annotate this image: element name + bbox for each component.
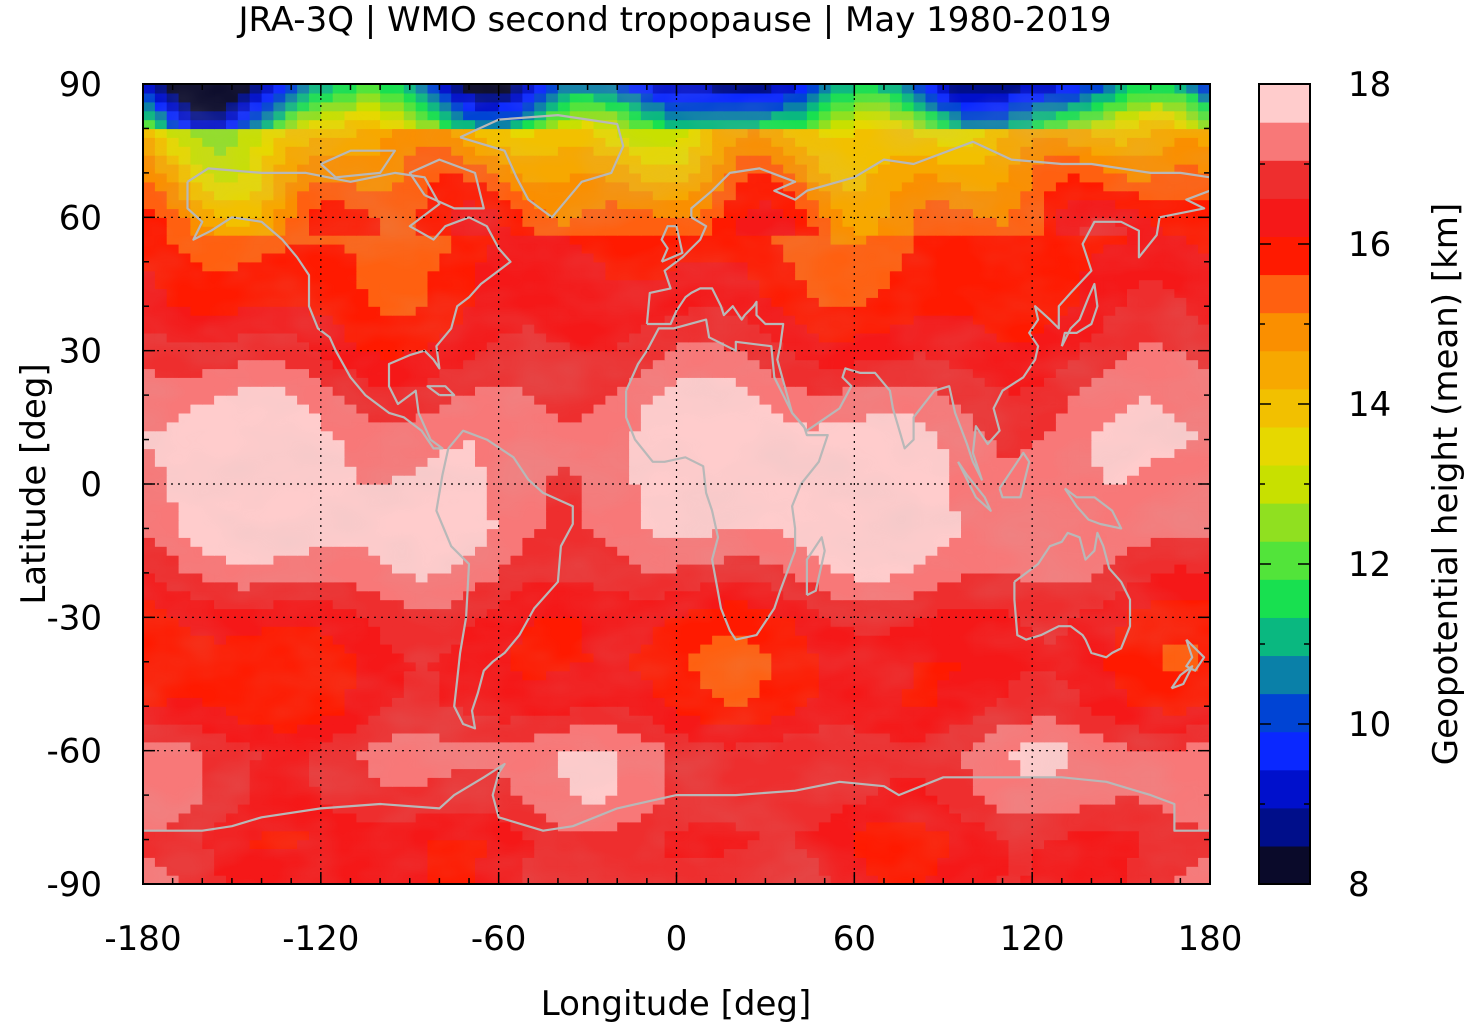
colorbar-swatch (1259, 655, 1310, 695)
chart-title: JRA-3Q | WMO second tropopause | May 198… (237, 0, 1112, 40)
coastline-lines (143, 114, 1210, 832)
colorbar-swatch (1259, 464, 1310, 504)
colorbar-swatch (1259, 731, 1310, 771)
colorbar-tick-label: 14 (1348, 385, 1391, 425)
colorbar-swatch (1259, 388, 1310, 428)
x-tick-label: -120 (282, 919, 359, 959)
coastline-path (645, 140, 1210, 325)
y-tick-labels: -90 -60 -30 0 30 60 90 (46, 65, 102, 905)
coastline-path (186, 167, 512, 450)
x-axis-label: Longitude [deg] (541, 984, 812, 1024)
y-tick-label: -60 (46, 732, 102, 772)
colorbar-swatch (1259, 617, 1310, 657)
coastline-path (1060, 282, 1099, 347)
coastline-path (1170, 665, 1194, 690)
coastline-path (957, 461, 992, 512)
colorbar-tick-label: 10 (1348, 705, 1391, 745)
x-tick-label: -180 (104, 919, 181, 959)
coastline-path (320, 149, 396, 179)
y-tick-label: -30 (46, 598, 102, 638)
coastline-path (1013, 531, 1132, 659)
coastline-path (1063, 487, 1123, 530)
colorbar-tick-label: 8 (1348, 865, 1370, 905)
colorbar-swatch (1259, 160, 1310, 199)
colorbar-tick-labels: 8 10 12 14 16 18 (1348, 65, 1391, 905)
coastline-path (143, 762, 1210, 832)
colorbar-swatch (1259, 122, 1310, 161)
coastline-path (625, 318, 829, 641)
x-tick-labels: -180 -120 -60 0 60 120 180 (104, 919, 1242, 959)
colorbar-swatch (1259, 845, 1310, 885)
x-tick-label: 180 (1178, 919, 1243, 959)
coastline-path (408, 158, 485, 210)
colorbar-swatch (1259, 769, 1310, 809)
colorbar-swatch (1259, 312, 1310, 352)
coastline-path (1185, 638, 1206, 672)
axis-ticks (142, 83, 1211, 885)
colorbar-swatch (1259, 236, 1310, 276)
coastline-path (435, 429, 574, 730)
x-tick-label: 120 (1000, 919, 1065, 959)
coastline-path (426, 385, 456, 397)
colorbar-label: Geopotential height (mean) [km] (1426, 203, 1466, 765)
coastline-path (998, 451, 1031, 499)
coastline-path (805, 536, 826, 597)
colorbar-swatch (1259, 274, 1310, 314)
colorbar-swatch (1259, 579, 1310, 618)
y-tick-label: 30 (59, 332, 102, 372)
y-axis-label: Latitude [deg] (14, 363, 54, 604)
coastline-path (459, 114, 625, 219)
colorbar (1258, 83, 1311, 885)
colorbar-swatch (1259, 541, 1310, 580)
colorbar-tick-label: 18 (1348, 65, 1391, 105)
y-tick-label: -90 (46, 865, 102, 905)
colorbar-swatch (1259, 807, 1310, 847)
y-tick-label: 90 (59, 65, 102, 105)
x-tick-label: -60 (471, 919, 527, 959)
colorbar-swatch (1259, 84, 1310, 123)
colorbar-tick-label: 12 (1348, 545, 1391, 585)
x-tick-label: 0 (666, 919, 688, 959)
colorbar-tick-label: 16 (1348, 225, 1391, 265)
colorbar-swatch (1259, 503, 1310, 542)
colorbar-swatch (1259, 350, 1310, 390)
x-tick-label: 60 (833, 919, 876, 959)
colorbar-swatch (1259, 198, 1310, 237)
colorbar-swatch (1259, 693, 1310, 733)
y-tick-label: 60 (59, 198, 102, 238)
grid-lines (143, 84, 1210, 884)
coastline-path (660, 225, 684, 263)
y-tick-label: 0 (80, 465, 102, 505)
colorbar-swatch (1259, 426, 1310, 466)
coastline-path (646, 189, 1210, 481)
